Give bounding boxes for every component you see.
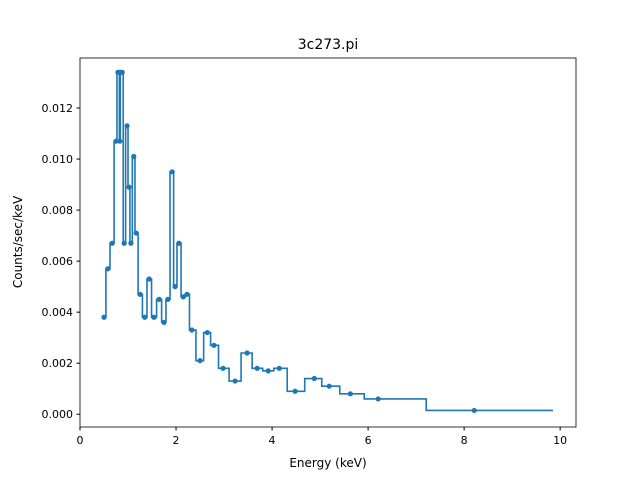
data-point <box>142 314 148 320</box>
data-point <box>180 294 186 300</box>
data-point <box>172 284 178 290</box>
data-point <box>204 329 210 336</box>
data-point <box>189 327 195 333</box>
data-point <box>254 365 260 371</box>
data-point <box>184 291 190 297</box>
y-tick-label: 0.004 <box>42 306 74 319</box>
data-point <box>109 240 115 246</box>
data-point <box>113 138 119 144</box>
data-point <box>176 240 182 246</box>
data-point <box>161 319 167 325</box>
data-point <box>121 240 127 246</box>
data-point <box>105 266 111 272</box>
data-point <box>119 69 125 75</box>
data-point <box>128 240 134 246</box>
axes-frame <box>79 57 577 428</box>
y-tick-label: 0.002 <box>42 357 74 370</box>
chart-title: 3c273.pi <box>298 37 359 53</box>
data-point <box>137 291 143 297</box>
y-tick-label: 0.012 <box>42 102 74 115</box>
y-axis-label: Counts/sec/keV <box>11 195 25 288</box>
data-point <box>165 296 171 303</box>
x-tick-label: 4 <box>269 434 276 447</box>
data-point <box>197 358 203 364</box>
data-point <box>471 407 477 414</box>
x-axis-label: Energy (keV) <box>289 456 366 470</box>
data-point <box>375 396 381 402</box>
data-point <box>101 314 107 320</box>
data-point <box>211 342 217 348</box>
y-tick-label: 0.008 <box>42 204 74 217</box>
x-tick-label: 0 <box>77 434 84 447</box>
data-point <box>117 138 123 144</box>
data-point <box>292 388 298 394</box>
x-tick-label: 10 <box>553 434 567 447</box>
data-point <box>326 383 332 389</box>
data-point <box>169 169 175 175</box>
data-point <box>146 276 152 282</box>
y-tick-label: 0.006 <box>42 255 74 268</box>
x-tick-label: 2 <box>173 434 180 447</box>
y-tick-label: 0.010 <box>42 153 74 166</box>
data-point <box>156 296 162 303</box>
y-tick-label: 0.000 <box>42 408 74 421</box>
data-point <box>131 153 137 160</box>
data-point <box>244 350 250 356</box>
x-tick-label: 6 <box>365 434 372 447</box>
x-tick-label: 8 <box>461 434 468 447</box>
data-point <box>151 314 157 320</box>
data-point <box>265 368 271 374</box>
data-point <box>133 230 139 236</box>
data-point <box>124 123 130 129</box>
data-point <box>220 365 226 371</box>
data-point <box>347 391 353 397</box>
data-point <box>126 184 132 190</box>
data-point <box>311 375 317 382</box>
data-point <box>276 365 282 371</box>
data-point <box>232 378 238 384</box>
